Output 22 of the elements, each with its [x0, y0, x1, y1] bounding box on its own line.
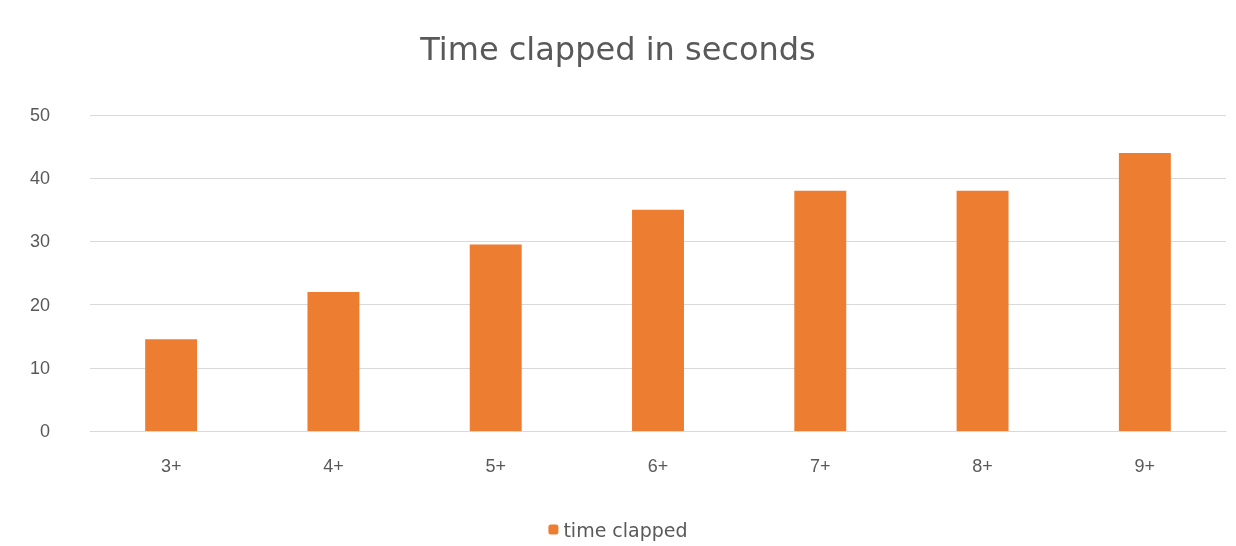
bar: [794, 190, 847, 431]
bar: [632, 209, 684, 431]
y-tick-label: 20: [29, 294, 50, 315]
bar: [469, 244, 522, 431]
x-tick-label: 4+: [323, 456, 344, 476]
chart-title: Time clapped in seconds: [419, 30, 816, 68]
y-tick-label: 10: [29, 357, 50, 378]
y-tick-label: 0: [39, 421, 50, 441]
x-tick-label: 3+: [160, 456, 182, 476]
bar: [956, 190, 1009, 431]
x-tick-label: 8+: [972, 456, 993, 476]
x-tick-label: 9+: [1134, 456, 1156, 476]
y-tick-label: 30: [29, 231, 50, 252]
bar: [307, 291, 360, 431]
x-tick-label: 7+: [810, 456, 831, 476]
x-tick-label: 5+: [485, 456, 506, 476]
y-tick-label: 40: [29, 168, 50, 189]
x-tick-label: 6+: [647, 456, 669, 476]
bar: [145, 339, 198, 431]
legend-label: time clapped: [563, 518, 688, 541]
bar: [1118, 152, 1171, 431]
y-tick-label: 50: [29, 105, 50, 125]
